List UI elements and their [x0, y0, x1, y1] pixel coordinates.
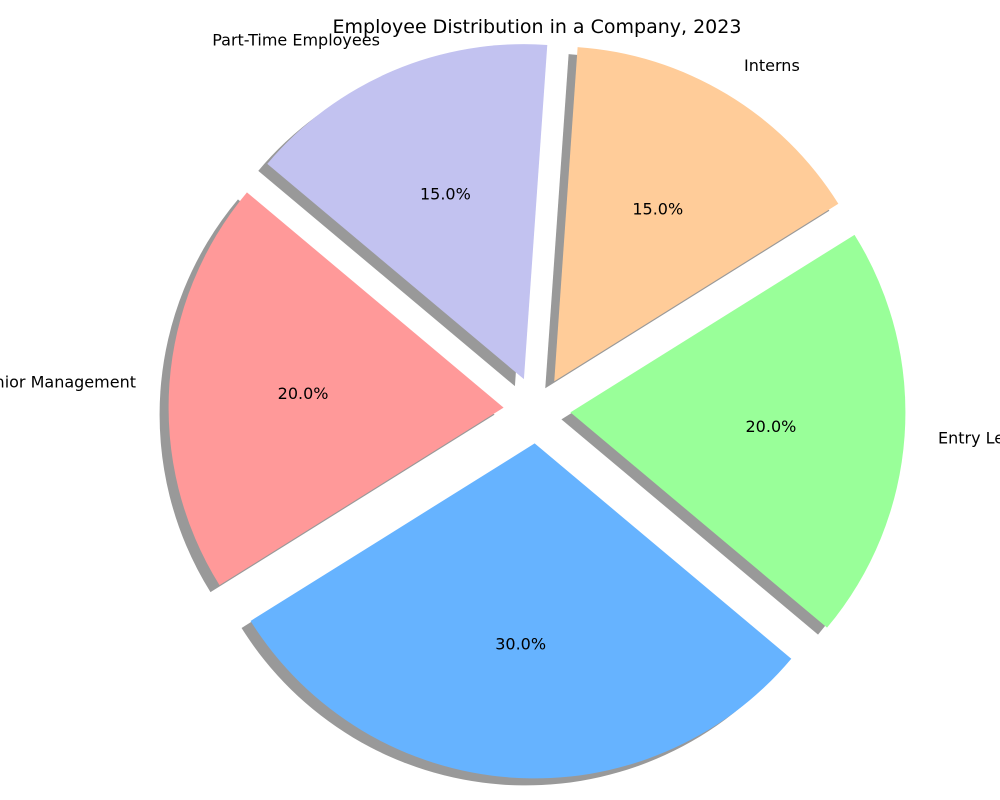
slice-senior-management — [168, 192, 504, 586]
percent-label-mid-management: 30.0% — [495, 634, 546, 653]
percent-label-senior-management: 20.0% — [278, 384, 329, 403]
slice-mid-management — [250, 443, 792, 779]
category-label-interns: Interns — [744, 56, 800, 75]
percent-labels: 20.0% 30.0% 20.0% 15.0% 15.0% — [278, 185, 797, 654]
percent-label-interns: 15.0% — [632, 199, 683, 218]
pie-slices — [168, 44, 906, 779]
percent-label-entry-level: 20.0% — [746, 417, 797, 436]
category-label-entry-level: Entry Level — [938, 429, 1000, 448]
percent-label-part-time-employees: 15.0% — [420, 185, 471, 204]
slice-part-time-employees — [267, 44, 548, 380]
chart-title: Employee Distribution in a Company, 2023 — [333, 16, 742, 38]
slice-entry-level — [570, 234, 906, 628]
category-label-senior-management: Senior Management — [0, 372, 136, 391]
slice-interns — [554, 47, 839, 382]
category-label-part-time-employees: Part-Time Employees — [212, 30, 380, 49]
